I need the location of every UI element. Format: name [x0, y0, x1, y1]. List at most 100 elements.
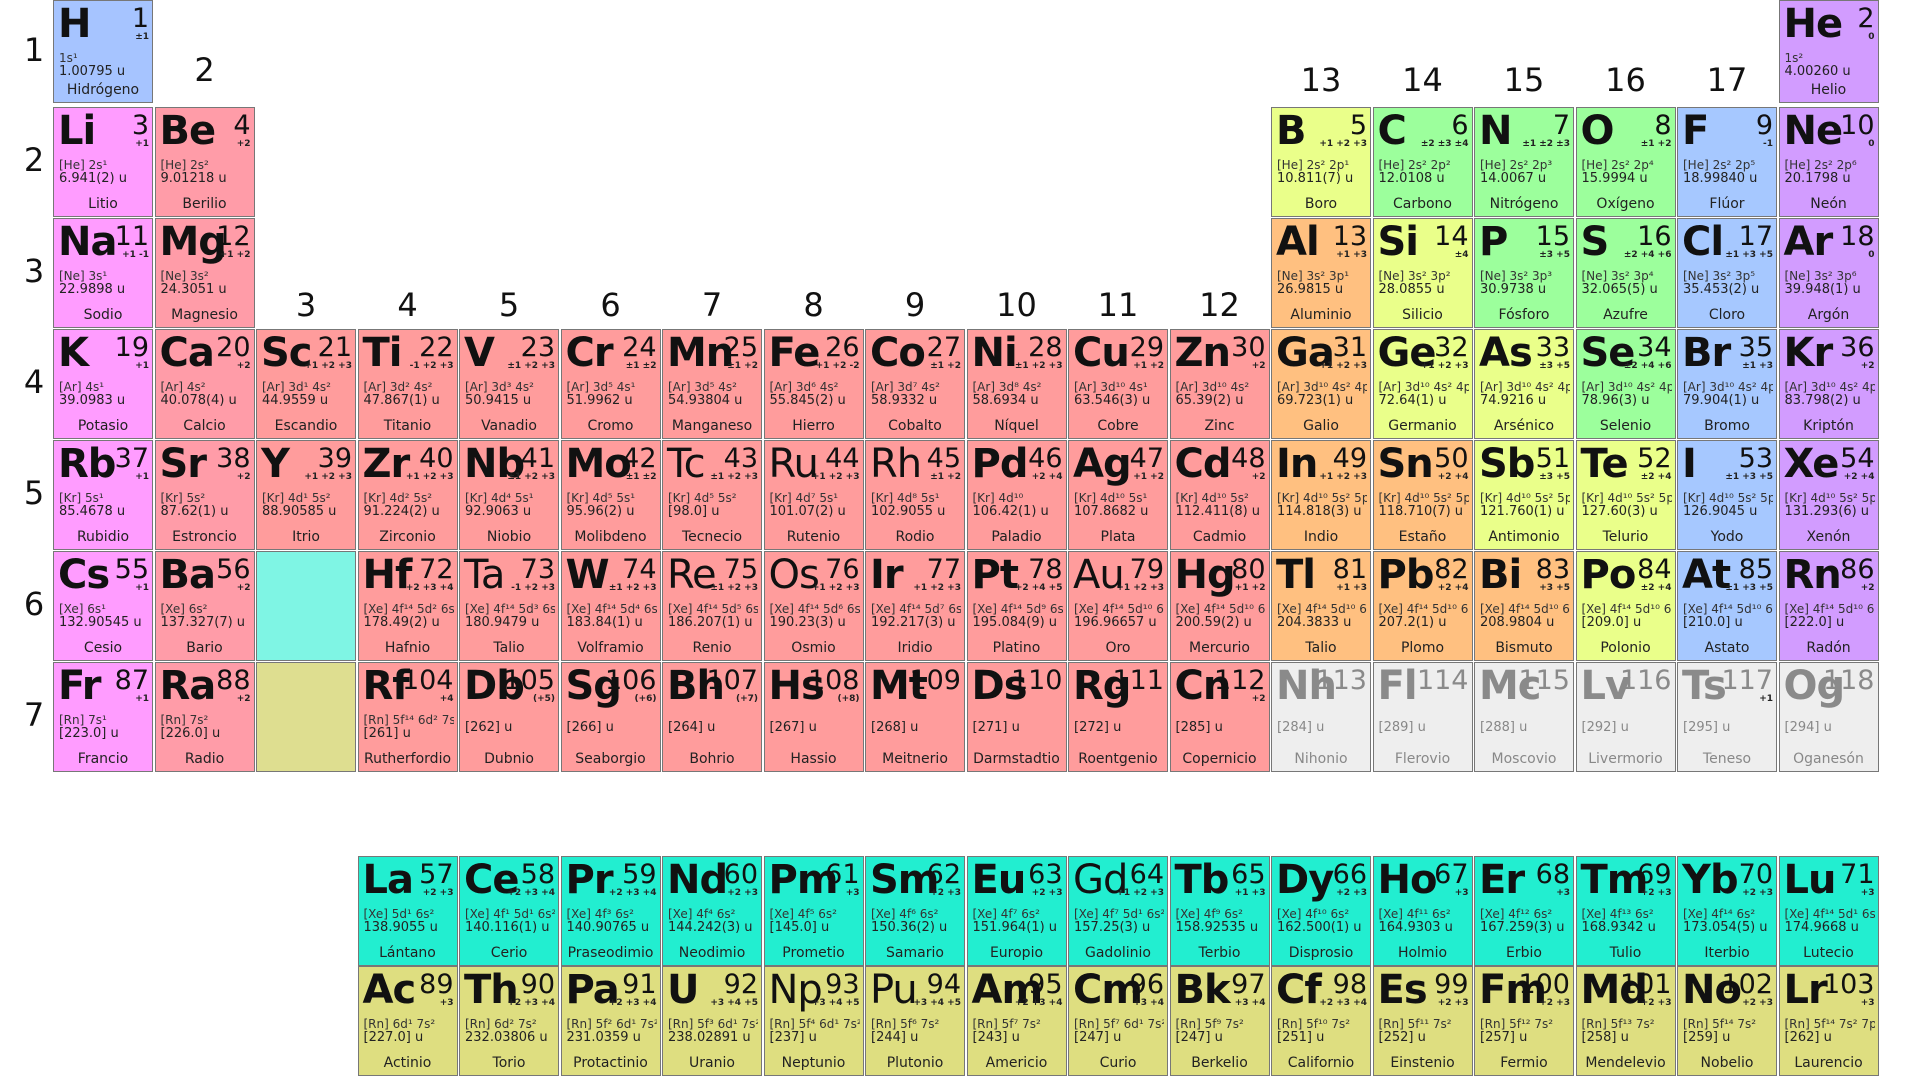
element-cell-th[interactable]: Th 90 +2 +3 +4 [Rn] 6d² 7s² 232.03806 u Torio [459, 966, 559, 1076]
element-cell-xe[interactable]: Xe 54 +2 +4 [Kr] 4d¹⁰ 5s² 5p⁶ 131.293(6) u Xe… [1778, 440, 1879, 550]
element-cell-c[interactable]: C 6 ±2 ±3 ±4 [He] 2s² 2p² 12.0108 u Carbono [1372, 107, 1473, 217]
element-cell-ne[interactable]: Ne 10 0 [He] 2s² 2p⁶ 20.1798 u Neón [1778, 107, 1879, 217]
element-cell-pa[interactable]: Pa 91 +2 +3 +4 [Rn] 5f² 6d¹ 7s² 231.0359 u Pr… [560, 966, 661, 1076]
element-cell-be[interactable]: Be 4 +2 [He] 2s² 9.01218 u Berilio [154, 107, 255, 217]
element-cell-pt[interactable]: Pt 78 +2 +4 +5 [Xe] 4f¹⁴ 5d⁹ 6s¹ 195.084(9) … [966, 551, 1067, 661]
element-cell-lr[interactable]: Lr 103 +3 [Rn] 5f¹⁴ 7s² 7p¹ [262] u Laurencio [1778, 966, 1879, 1076]
element-cell-p[interactable]: P 15 ±3 +5 [Ne] 3s² 3p³ 30.9738 u Fósforo [1474, 218, 1574, 328]
element-cell-w[interactable]: W 74 ±1 +2 +3 [Xe] 4f¹⁴ 5d⁴ 6s² 183.84(1) u V… [560, 551, 661, 661]
element-cell-rf[interactable]: Rf 104 +4 [Rn] 5f¹⁴ 6d² 7s² [261] u Rutherfor… [357, 662, 458, 772]
element-cell-sr[interactable]: Sr 38 +2 [Kr] 5s² 87.62(1) u Estroncio [154, 440, 255, 550]
element-cell-ag[interactable]: Ag 47 +1 +2 [Kr] 4d¹⁰ 5s¹ 107.8682 u Plata [1068, 440, 1168, 550]
element-cell-ca[interactable]: Ca 20 +2 [Ar] 4s² 40.078(4) u Calcio [154, 329, 255, 439]
element-cell-mn[interactable]: Mn 25 ±1 +2 [Ar] 3d⁵ 4s² 54.93804 u Manganeso [662, 329, 762, 439]
element-cell-br[interactable]: Br 35 ±1 +3 [Ar] 3d¹⁰ 4s² 4p⁵ 79.904(1) u Bro… [1677, 329, 1777, 439]
element-cell-si[interactable]: Si 14 ±4 [Ne] 3s² 3p² 28.0855 u Silicio [1372, 218, 1473, 328]
element-cell-cf[interactable]: Cf 98 +2 +3 +4 [Rn] 5f¹⁰ 7s² [251] u Californ… [1271, 966, 1371, 1076]
element-cell-fl[interactable]: Fl 114 [289] u Flerovio [1372, 662, 1473, 772]
element-cell-lv[interactable]: Lv 116 [292] u Livermorio [1575, 662, 1676, 772]
element-cell-pm[interactable]: Pm 61 +3 [Xe] 4f⁵ 6s² [145.0] u Prometio [763, 856, 864, 966]
element-cell-ar[interactable]: Ar 18 0 [Ne] 3s² 3p⁶ 39.948(1) u Argón [1778, 218, 1879, 328]
element-cell-tb[interactable]: Tb 65 +1 +3 [Xe] 4f⁹ 6s² 158.92535 u Terbio [1169, 856, 1270, 966]
element-cell-k[interactable]: K 19 +1 [Ar] 4s¹ 39.0983 u Potasio [53, 329, 153, 439]
element-cell-os[interactable]: Os 76 +1 +2 +3 [Xe] 4f¹⁴ 5d⁶ 6s² 190.23(3) u… [763, 551, 864, 661]
element-cell-f[interactable]: F 9 -1 [He] 2s² 2p⁵ 18.99840 u Flúor [1677, 107, 1777, 217]
element-cell-i[interactable]: I 53 ±1 +3 +5 [Kr] 4d¹⁰ 5s² 5p⁵ 126.9045 u Yo… [1677, 440, 1777, 550]
element-cell-cs[interactable]: Cs 55 +1 [Xe] 6s¹ 132.90545 u Cesio [53, 551, 153, 661]
element-cell-bk[interactable]: Bk 97 +3 +4 [Rn] 5f⁹ 7s² [247] u Berkelio [1169, 966, 1270, 1076]
element-cell-ti[interactable]: Ti 22 -1 +2 +3 [Ar] 3d² 4s² 47.867(1) u Titan… [357, 329, 458, 439]
element-cell-hs[interactable]: Hs 108 (+8) [267] u Hassio [763, 662, 864, 772]
element-cell-pr[interactable]: Pr 59 +2 +3 +4 [Xe] 4f³ 6s² 140.90765 u Prase… [560, 856, 661, 966]
element-cell-cd[interactable]: Cd 48 +2 [Kr] 4d¹⁰ 5s² 112.411(8) u Cadmio [1169, 440, 1270, 550]
element-cell-cn[interactable]: Cn 112 +2 [285] u Copernicio [1169, 662, 1270, 772]
element-cell-ba[interactable]: Ba 56 +2 [Xe] 6s² 137.327(7) u Bario [154, 551, 255, 661]
element-cell-v[interactable]: V 23 ±1 +2 +3 [Ar] 3d³ 4s² 50.9415 u Vanadio [459, 329, 559, 439]
element-cell-gd[interactable]: Gd 64 +1 +2 +3 [Xe] 4f⁷ 5d¹ 6s² 157.25(3) u G… [1068, 856, 1168, 966]
element-cell-fr[interactable]: Fr 87 +1 [Rn] 7s¹ [223.0] u Francio [53, 662, 153, 772]
element-cell-ts[interactable]: Ts 117 +1 [295] u Teneso [1677, 662, 1777, 772]
element-cell-h[interactable]: H 1 ±1 1s¹ 1.00795 u Hidrógeno [53, 0, 153, 103]
element-cell-fm[interactable]: Fm 100 +2 +3 [Rn] 5f¹² 7s² [257] u Fermio [1474, 966, 1574, 1076]
element-cell-sn[interactable]: Sn 50 +2 +4 [Kr] 4d¹⁰ 5s² 5p² 118.710(7) u Es… [1372, 440, 1473, 550]
element-cell-ds[interactable]: Ds 110 [271] u Darmstadtio [966, 662, 1067, 772]
element-cell-re[interactable]: Re 75 ±1 +2 +3 [Xe] 4f¹⁴ 5d⁵ 6s² 186.207(1) … [662, 551, 762, 661]
element-cell-tc[interactable]: Tc 43 ±1 +2 +3 [Kr] 4d⁵ 5s² [98.0] u Tecnecio [662, 440, 762, 550]
element-cell-al[interactable]: Al 13 +1 +3 [Ne] 3s² 3p¹ 26.9815 u Aluminio [1271, 218, 1371, 328]
element-cell-dy[interactable]: Dy 66 +2 +3 [Xe] 4f¹⁰ 6s² 162.500(1) u Dispro… [1271, 856, 1371, 966]
element-cell-co[interactable]: Co 27 ±1 +2 [Ar] 3d⁷ 4s² 58.9332 u Cobalto [865, 329, 965, 439]
element-cell-am[interactable]: Am 95 +2 +3 +4 [Rn] 5f⁷ 7s² [243] u Americio [966, 966, 1067, 1076]
element-cell-sm[interactable]: Sm 62 +2 +3 [Xe] 4f⁶ 6s² 150.36(2) u Samario [865, 856, 965, 966]
element-cell-ni[interactable]: Ni 28 ±1 +2 +3 [Ar] 3d⁸ 4s² 58.6934 u Níquel [966, 329, 1067, 439]
element-cell-cu[interactable]: Cu 29 +1 +2 [Ar] 3d¹⁰ 4s¹ 63.546(3) u Cobre [1068, 329, 1168, 439]
element-cell-cl[interactable]: Cl 17 ±1 +3 +5 [Ne] 3s² 3p⁵ 35.453(2) u Cloro [1677, 218, 1777, 328]
element-cell-ga[interactable]: Ga 31 +1 +2 +3 [Ar] 3d¹⁰ 4s² 4p¹ 69.723(1) u… [1271, 329, 1371, 439]
element-cell-ge[interactable]: Ge 32 +1 +2 +3 [Ar] 3d¹⁰ 4s² 4p² 72.64(1) u G… [1372, 329, 1473, 439]
element-cell-mt[interactable]: Mt 109 [268] u Meitnerio [865, 662, 965, 772]
element-cell-sg[interactable]: Sg 106 (+6) [266] u Seaborgio [560, 662, 661, 772]
element-cell-as[interactable]: As 33 ±3 +5 [Ar] 3d¹⁰ 4s² 4p³ 74.9216 u Arsén… [1474, 329, 1574, 439]
element-cell-b[interactable]: B 5 +1 +2 +3 [He] 2s² 2p¹ 10.811(7) u Boro [1271, 107, 1371, 217]
element-cell-he[interactable]: He 2 0 1s² 4.00260 u Helio [1778, 0, 1879, 103]
element-cell-fe[interactable]: Fe 26 +1 +2 -2 [Ar] 3d⁶ 4s² 55.845(2) u Hierr… [763, 329, 864, 439]
element-cell-n[interactable]: N 7 ±1 ±2 ±3 [He] 2s² 2p³ 14.0067 u Nitrógeno [1474, 107, 1574, 217]
element-cell-hf[interactable]: Hf 72 +2 +3 +4 [Xe] 4f¹⁴ 5d² 6s² 178.49(2) u… [357, 551, 458, 661]
element-cell-cr[interactable]: Cr 24 ±1 ±2 [Ar] 3d⁵ 4s¹ 51.9962 u Cromo [560, 329, 661, 439]
element-cell-nh[interactable]: Nh 113 [284] u Nihonio [1271, 662, 1371, 772]
element-cell-nb[interactable]: Nb 41 ±1 +2 +3 [Kr] 4d⁴ 5s¹ 92.9063 u Niobio [459, 440, 559, 550]
element-cell-sc[interactable]: Sc 21 +1 +2 +3 [Ar] 3d¹ 4s² 44.9559 u Escandi… [256, 329, 356, 439]
element-cell-og[interactable]: Og 118 [294] u Oganesón [1778, 662, 1879, 772]
element-cell-bi[interactable]: Bi 83+3 +5 [Xe] 4f¹⁴ 5d¹⁰ 6s² 6p³208.9804 … [1474, 551, 1574, 661]
element-cell-eu[interactable]: Eu 63 +2 +3 [Xe] 4f⁷ 6s² 151.964(1) u Europio [966, 856, 1067, 966]
element-cell-rb[interactable]: Rb 37 +1 [Kr] 5s¹ 85.4678 u Rubidio [53, 440, 153, 550]
element-cell-pd[interactable]: Pd 46 +2 +4 [Kr] 4d¹⁰ 106.42(1) u Paladio [966, 440, 1067, 550]
element-cell-ta[interactable]: Ta 73 -1 +2 +3 [Xe] 4f¹⁴ 5d³ 6s² 180.9479 u T… [459, 551, 559, 661]
element-cell-y[interactable]: Y 39 +1 +2 +3 [Kr] 4d¹ 5s² 88.90585 u Itrio [256, 440, 356, 550]
element-cell-ac[interactable]: Ac 89 +3 [Rn] 6d¹ 7s² [227.0] u Actinio [357, 966, 458, 1076]
element-cell-pu[interactable]: Pu 94 +3 +4 +5 [Rn] 5f⁶ 7s² [244] u Plutonio [865, 966, 965, 1076]
element-cell-se[interactable]: Se 34 ±2 +4 +6 [Ar] 3d¹⁰ 4s² 4p⁴ 78.96(3) u S… [1575, 329, 1676, 439]
element-cell-lu[interactable]: Lu 71 +3 [Xe] 4f¹⁴ 5d¹ 6s² 174.9668 u Lutecio [1778, 856, 1879, 966]
element-cell-li[interactable]: Li 3 +1 [He] 2s¹ 6.941(2) u Litio [53, 107, 153, 217]
element-cell-kr[interactable]: Kr 36 +2 [Ar] 3d¹⁰ 4s² 4p⁶ 83.798(2) u Kriptó… [1778, 329, 1879, 439]
element-cell-er[interactable]: Er 68 +3 [Xe] 4f¹² 6s² 167.259(3) u Erbio [1474, 856, 1574, 966]
element-cell-db[interactable]: Db 105 (+5) [262] u Dubnio [459, 662, 559, 772]
element-cell-ce[interactable]: Ce 58 +2 +3 +4 [Xe] 4f¹ 5d¹ 6s² 140.116(1) u… [459, 856, 559, 966]
element-cell-mg[interactable]: Mg 12 +1 +2 [Ne] 3s² 24.3051 u Magnesio [154, 218, 255, 328]
element-cell-te[interactable]: Te 52 ±2 +4 [Kr] 4d¹⁰ 5s² 5p⁴ 127.60(3) u Tel… [1575, 440, 1676, 550]
element-cell-o[interactable]: O 8 ±1 +2 [He] 2s² 2p⁴ 15.9994 u Oxígeno [1575, 107, 1676, 217]
element-cell-bh[interactable]: Bh 107 (+7) [264] u Bohrio [662, 662, 762, 772]
element-cell-md[interactable]: Md 101 +2 +3 [Rn] 5f¹³ 7s² [258] u Mendelevio [1575, 966, 1676, 1076]
element-cell-zn[interactable]: Zn 30 +2 [Ar] 3d¹⁰ 4s² 65.39(2) u Zinc [1169, 329, 1270, 439]
element-cell-zr[interactable]: Zr 40 +1 +2 +3 [Kr] 4d² 5s² 91.224(2) u Zirco… [357, 440, 458, 550]
element-cell-ra[interactable]: Ra 88 +2 [Rn] 7s² [226.0] u Radio [154, 662, 255, 772]
element-cell-tl[interactable]: Tl 81+1 +3 [Xe] 4f¹⁴ 5d¹⁰ 6s² 6p¹204.3833 … [1271, 551, 1371, 661]
element-cell-mc[interactable]: Mc 115 [288] u Moscovio [1474, 662, 1574, 772]
element-cell-tm[interactable]: Tm 69 +2 +3 [Xe] 4f¹³ 6s² 168.9342 u Tulio [1575, 856, 1676, 966]
element-cell-yb[interactable]: Yb 70 +2 +3 [Xe] 4f¹⁴ 6s² 173.054(5) u Iterbi… [1677, 856, 1777, 966]
element-cell-nd[interactable]: Nd 60 +2 +3 [Xe] 4f⁴ 6s² 144.242(3) u Neodimi… [662, 856, 762, 966]
